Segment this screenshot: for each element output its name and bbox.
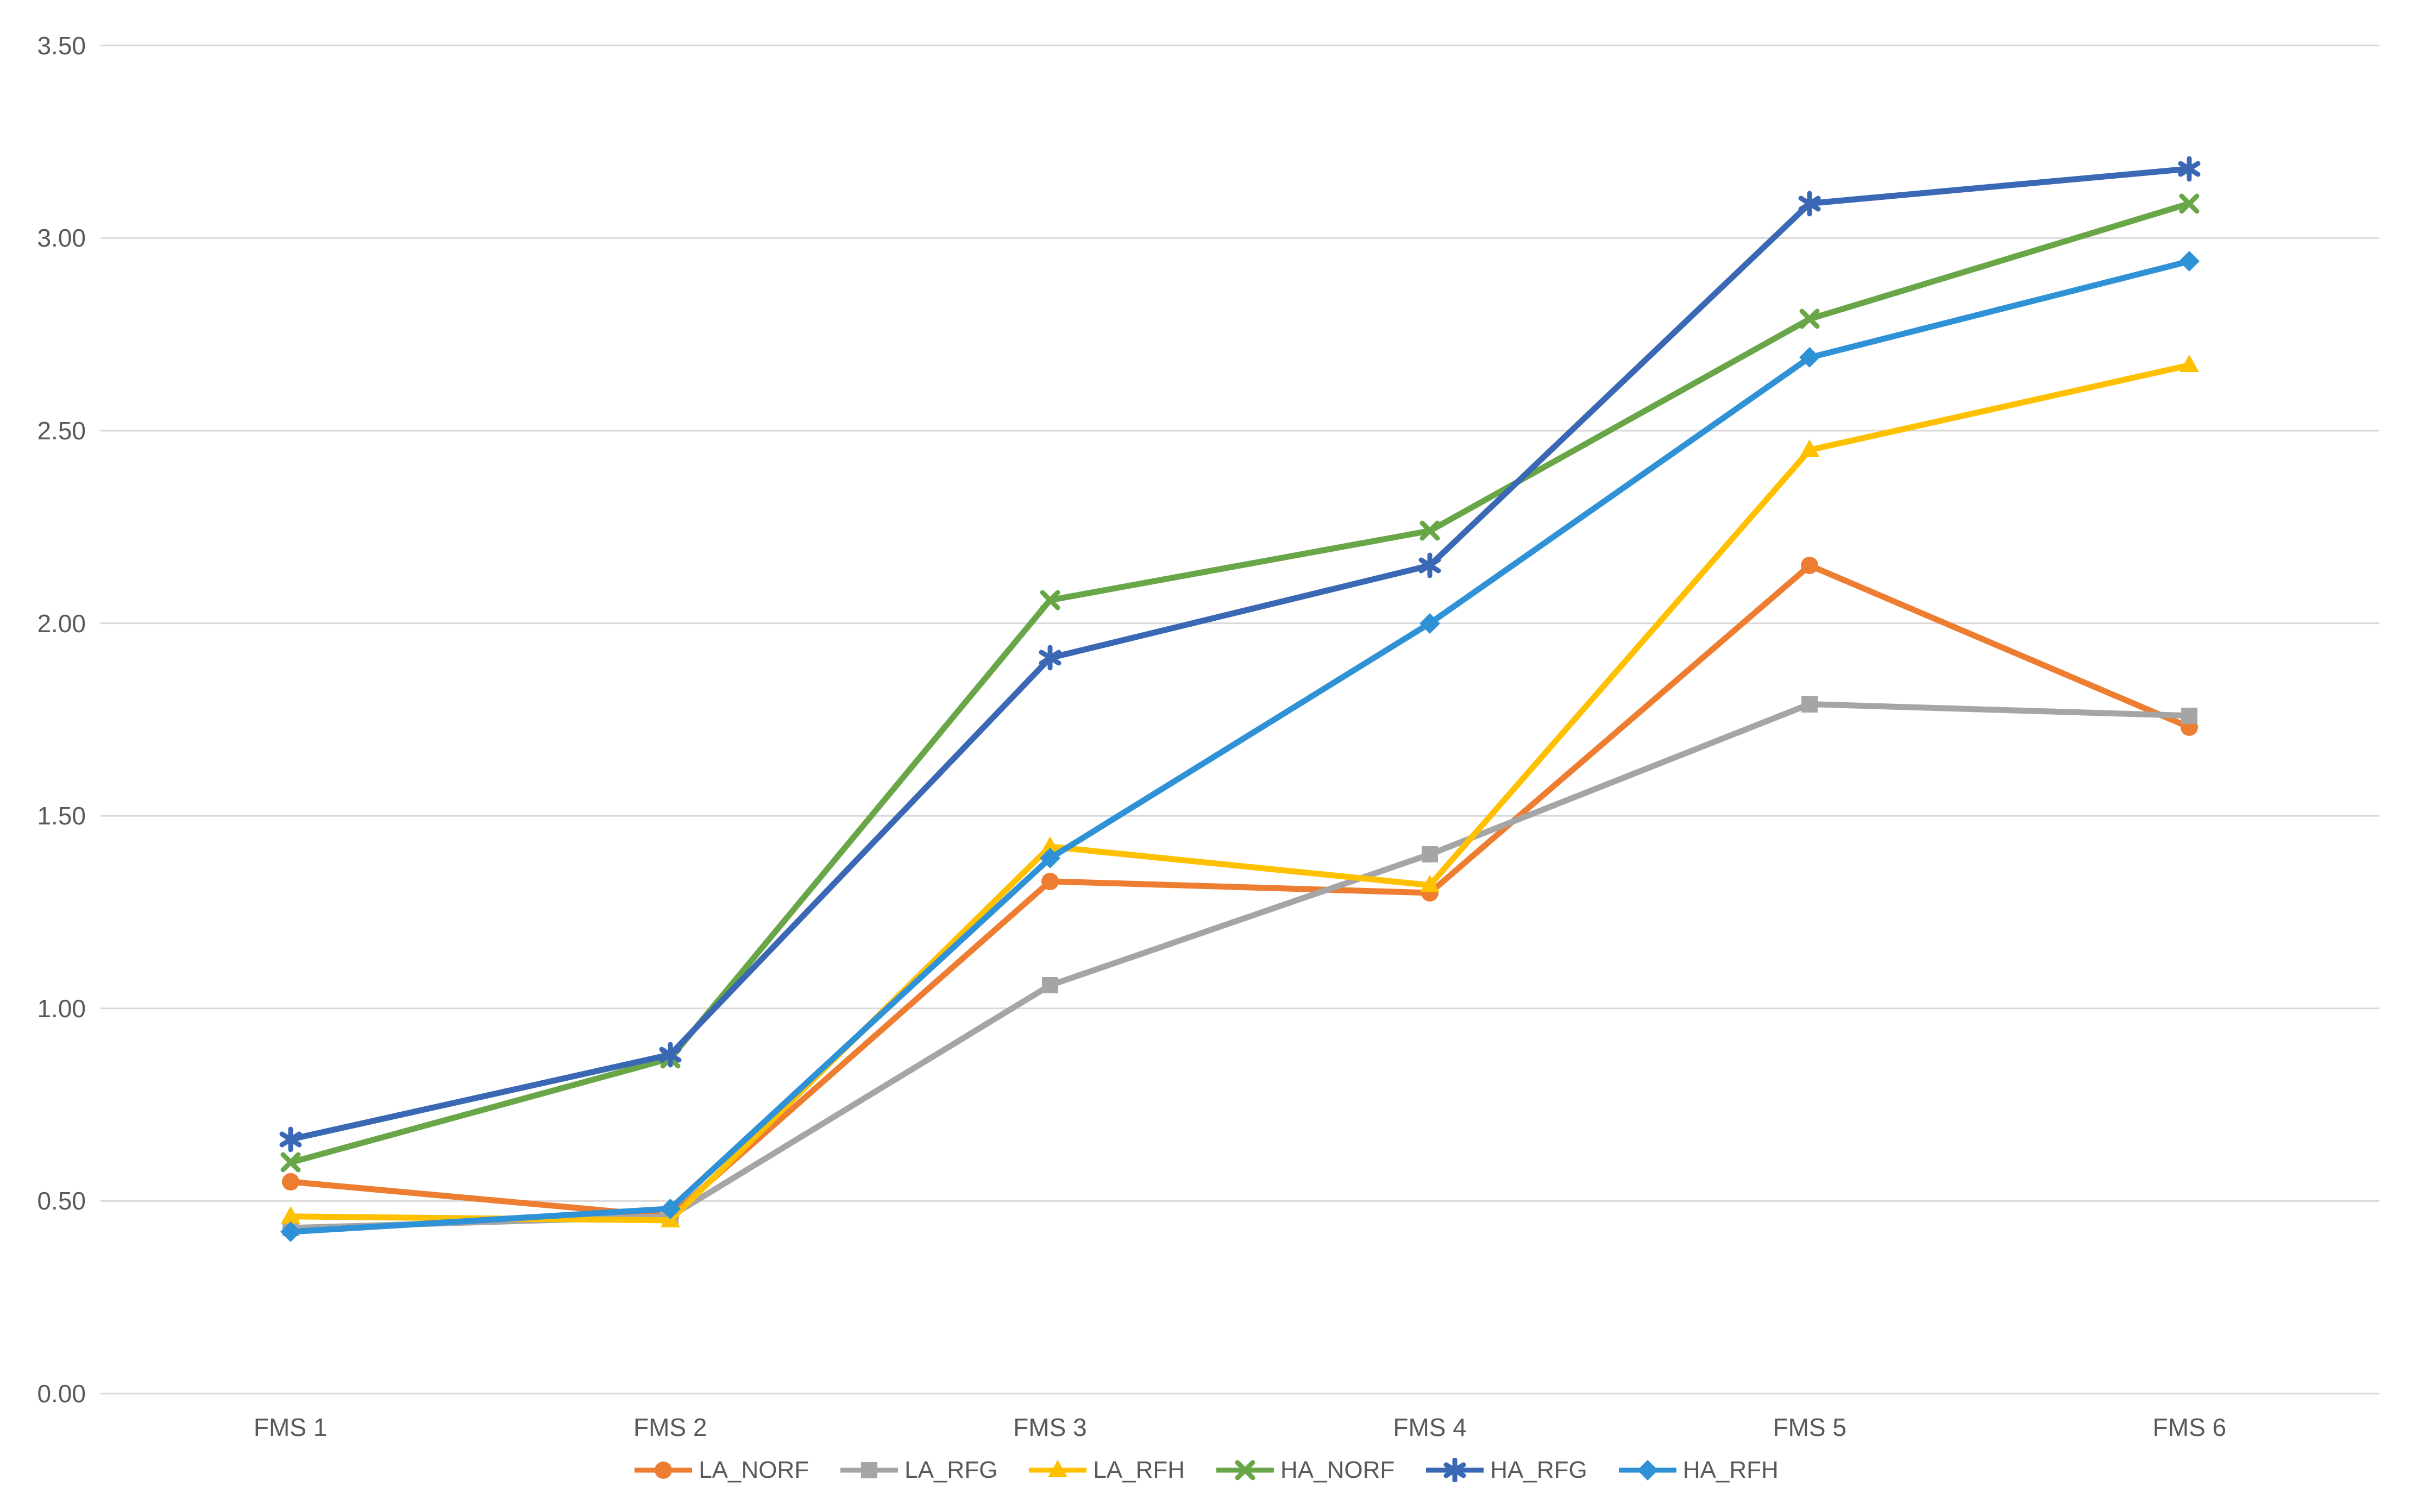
y-axis-tick-label: 2.50 xyxy=(37,417,86,445)
y-axis-tick-label: 0.50 xyxy=(37,1187,86,1215)
series-markers-LA_RFH xyxy=(281,355,2199,1227)
legend-label: HA_RFH xyxy=(1682,1457,1779,1483)
legend-label: LA_RFH xyxy=(1093,1457,1185,1483)
circle-marker-icon xyxy=(635,1461,693,1479)
legend-item-LA_RFH: LA_RFH xyxy=(1028,1457,1185,1484)
asterisk-marker-icon xyxy=(1426,1458,1484,1482)
series-markers-LA_NORF xyxy=(282,557,2198,1225)
triangle-marker-icon xyxy=(1029,1460,1087,1477)
chart-legend: LA_NORF LA_RFG LA_RFH HA_NORF HA_RFG HA_RFH xyxy=(0,1457,2412,1484)
series-markers-HA_RFH xyxy=(280,251,2200,1242)
y-axis-tick-label: 1.50 xyxy=(37,802,86,830)
series-line-LA_NORF xyxy=(287,562,2193,1220)
series-markers-LA_RFG xyxy=(282,696,2197,1236)
legend-label: HA_RFG xyxy=(1490,1457,1587,1483)
legend-label: LA_NORF xyxy=(699,1457,809,1483)
legend-item-HA_NORF: HA_NORF xyxy=(1215,1457,1395,1484)
legend-label: LA_RFG xyxy=(904,1457,998,1483)
y-axis-tick-label: 3.50 xyxy=(37,31,86,60)
legend-label: HA_NORF xyxy=(1280,1457,1395,1483)
legend-item-LA_NORF: LA_NORF xyxy=(633,1457,809,1484)
x-axis-tick-label: FMS 3 xyxy=(1013,1413,1087,1441)
square-marker-icon xyxy=(840,1462,899,1478)
x-axis-tick-label: FMS 4 xyxy=(1393,1413,1467,1441)
x-axis-tick-label: FMS 2 xyxy=(633,1413,707,1441)
x-axis-tick-label: FMS 5 xyxy=(1773,1413,1846,1441)
x-marker-icon xyxy=(1216,1460,1274,1480)
series-markers-HA_NORF xyxy=(280,193,2200,1173)
diamond-marker-icon xyxy=(1618,1460,1676,1480)
legend-item-HA_RFG: HA_RFG xyxy=(1425,1457,1587,1484)
x-axis-tick-label: FMS 6 xyxy=(2152,1413,2227,1441)
series-line-HA_RFH xyxy=(287,258,2193,1235)
y-axis-tick-label: 0.00 xyxy=(37,1379,86,1408)
y-axis-tick-label: 1.00 xyxy=(37,994,86,1023)
y-axis-tick-label: 2.00 xyxy=(37,609,86,638)
series-line-LA_RFH xyxy=(287,362,2193,1224)
legend-item-HA_RFH: HA_RFH xyxy=(1618,1457,1779,1484)
series-markers-HA_RFG xyxy=(279,156,2201,1152)
series-line-LA_RFG xyxy=(287,701,2193,1231)
y-axis-tick-label: 3.00 xyxy=(37,224,86,253)
x-axis-tick-label: FMS 1 xyxy=(253,1413,328,1441)
series-line-HA_NORF xyxy=(287,200,2193,1166)
legend-item-LA_RFG: LA_RFG xyxy=(839,1457,997,1484)
series-line-HA_RFG xyxy=(287,166,2193,1143)
